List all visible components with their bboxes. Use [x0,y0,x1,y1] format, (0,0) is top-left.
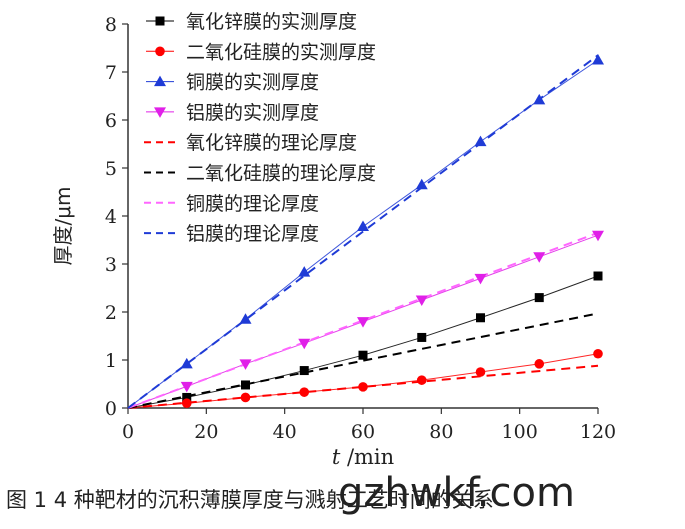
data-point [358,350,368,360]
data-point [241,380,250,390]
data-point [417,332,427,342]
x-tick-label: 80 [429,421,453,443]
y-tick-label: 4 [105,206,117,228]
data-point [592,230,604,242]
x-axis-label: t /min [332,445,394,469]
data-point [298,266,311,277]
data-point [534,359,545,369]
series-line-theory [127,364,599,409]
data-point [474,135,487,147]
watermark: gzhwkf.com [338,470,575,516]
data-point [593,271,603,281]
data-point [180,357,193,369]
data-point [358,382,368,392]
x-axis-label-unit: /min [340,445,394,469]
legend-label: 二氧化硅膜的实测厚度 [186,41,376,63]
chart-series-markers [180,54,604,409]
x-tick-label: 120 [580,421,616,443]
data-point [415,295,428,306]
legend-label: 铜膜的实测厚度 [186,72,319,94]
legend-swatch-marker [154,75,166,87]
data-point [533,252,546,263]
legend-label: 铜膜的理论厚度 [186,193,319,215]
y-tick-label: 1 [105,350,117,372]
y-tick-label: 2 [105,302,117,324]
legend-label: 铝膜的理论厚度 [186,223,319,245]
data-point [240,392,251,403]
chart-canvas: 0 20 40 60 80 100 120 0 1 2 3 4 5 6 7 8 氧化锌膜的实测厚度二氧化硅膜的… [51,11,616,469]
series-line-theory [127,231,599,409]
data-point [593,348,603,359]
data-point [415,178,428,190]
series-line-theory [127,54,599,409]
y-tick-label: 6 [105,110,117,132]
y-tick-label: 3 [105,254,117,276]
data-point [181,398,192,409]
data-point [180,381,193,393]
legend-swatch-marker [155,16,165,26]
data-point [182,392,192,402]
y-tick-label: 8 [105,14,117,36]
data-point [239,313,252,324]
data-point [533,93,546,105]
x-tick-label: 40 [273,421,297,443]
legend-label: 氧化锌膜的理论厚度 [186,132,357,154]
data-point [357,220,369,232]
data-point [534,293,544,303]
x-tick-label: 100 [502,421,538,443]
data-point [476,313,485,323]
data-point [299,387,310,397]
legend-label: 二氧化硅膜的理论厚度 [186,163,376,185]
y-axis-label: 厚度/μm [51,187,75,266]
series-line-theory [127,312,599,409]
x-tick-label: 0 [122,421,134,443]
data-point [299,366,309,376]
data-point [239,359,252,370]
legend-label: 铝膜的实测厚度 [186,102,319,124]
x-axis-label-variable: t [332,445,341,469]
data-point [357,317,369,328]
legend-swatch-marker [155,46,165,57]
chart-axes: 0 20 40 60 80 100 120 0 1 2 3 4 5 6 7 8 [105,14,616,443]
y-tick-label: 0 [105,398,117,420]
data-point [298,338,311,350]
x-tick-label: 20 [194,421,218,443]
figure-caption: 图 1 4 种靶材的沉积薄膜厚度与溅射工艺时间的关系 [6,488,494,512]
data-point [592,54,604,65]
data-point [416,375,427,385]
figure-caption-bar: 图 1 4 种靶材的沉积薄膜厚度与溅射工艺时间的关系 gzhwkf.com [0,470,685,520]
y-tick-label: 7 [105,62,117,84]
data-point [475,367,486,377]
chart-legend: 氧化锌膜的实测厚度二氧化硅膜的实测厚度铜膜的实测厚度铝膜的实测厚度氧化锌膜的理论… [144,11,376,245]
data-point [474,273,487,285]
y-tick-label: 5 [105,158,117,180]
legend-label: 氧化锌膜的实测厚度 [186,11,357,33]
legend-swatch-marker [154,107,166,118]
x-tick-label: 60 [351,421,375,443]
